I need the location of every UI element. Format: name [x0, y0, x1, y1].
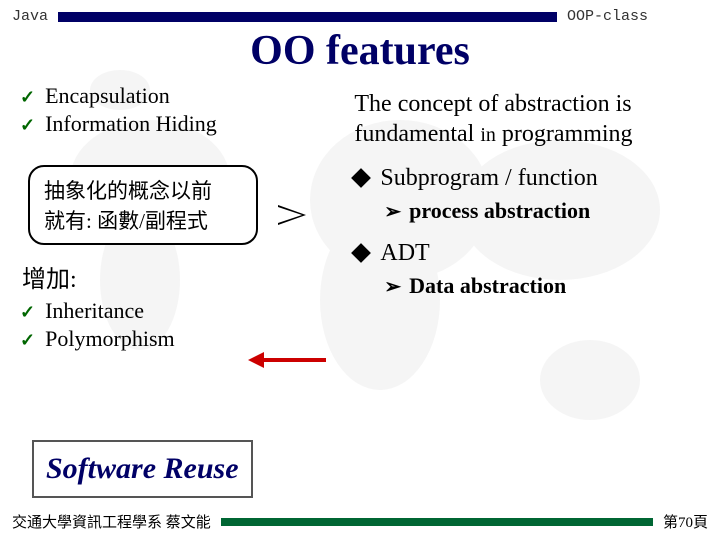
software-reuse-box: Software Reuse [32, 440, 253, 498]
feature-polymorphism: Polymorphism [20, 326, 346, 352]
diamond-bullet-icon [351, 243, 371, 263]
red-arrow [248, 352, 326, 368]
footer-page-number: 第70頁 [663, 511, 708, 532]
callout-box: 抽象化的概念以前 就有: 函數/副程式 [28, 165, 258, 245]
subprogram-item: Subprogram / function [354, 165, 700, 192]
arrow-head-icon [248, 352, 264, 368]
data-abstraction-item: ➢ Data abstraction [384, 273, 700, 299]
footer-left-text: 交通大學資訊工程學系 蔡文能 [12, 511, 211, 532]
callout-line-1: 抽象化的概念以前 [44, 175, 242, 205]
slide-title: OO features [0, 27, 720, 75]
arrowhead-bullet-icon: ➢ [384, 274, 401, 299]
feature-inheritance: Inheritance [20, 298, 346, 324]
diamond-bullet-icon [351, 168, 371, 188]
header-divider [58, 12, 557, 22]
feature-encapsulation: Encapsulation [20, 83, 346, 109]
concept-text: The concept of abstraction is fundamenta… [354, 89, 700, 149]
callout-line-2: 就有: 函數/副程式 [44, 205, 242, 235]
header-right-label: OOP-class [567, 8, 648, 25]
bottom-bar: 交通大學資訊工程學系 蔡文能 第70頁 [12, 511, 708, 532]
header-left-label: Java [12, 8, 48, 25]
feature-info-hiding: Information Hiding [20, 111, 346, 137]
top-bar: Java OOP-class [0, 0, 720, 25]
adt-item: ADT [354, 240, 700, 267]
left-column: Encapsulation Information Hiding 抽象化的概念以… [20, 83, 346, 354]
arrowhead-bullet-icon: ➢ [384, 199, 401, 224]
features-list: Encapsulation Information Hiding [20, 83, 346, 137]
process-abstraction-item: ➢ process abstraction [384, 198, 700, 224]
footer-divider [221, 518, 653, 526]
arrow-line [264, 358, 326, 362]
add-label: 增加: [22, 259, 346, 294]
right-column: The concept of abstraction is fundamenta… [346, 83, 700, 354]
added-features-list: Inheritance Polymorphism [20, 298, 346, 352]
